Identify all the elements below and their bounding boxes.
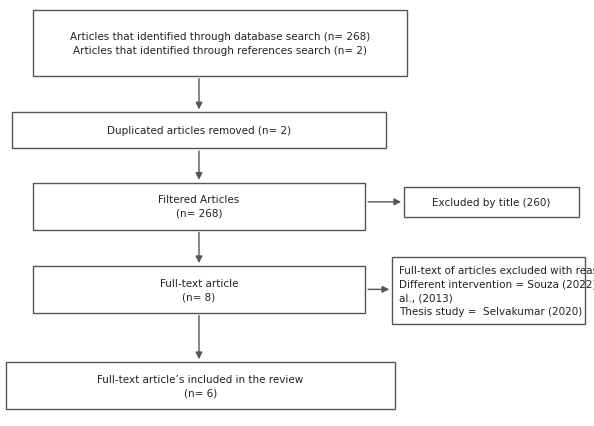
Text: (n= 8): (n= 8) — [182, 291, 216, 302]
Text: Different intervention = Souza (2022), Aluka et: Different intervention = Souza (2022), A… — [399, 279, 594, 289]
FancyBboxPatch shape — [33, 266, 365, 313]
FancyBboxPatch shape — [392, 258, 585, 324]
FancyBboxPatch shape — [404, 187, 579, 217]
Text: (n= 268): (n= 268) — [176, 208, 222, 219]
FancyBboxPatch shape — [6, 362, 395, 409]
FancyBboxPatch shape — [33, 183, 365, 230]
Text: Full-text of articles excluded with reasons (n= 3): Full-text of articles excluded with reas… — [399, 265, 594, 275]
Text: Full-text article’s included in the review: Full-text article’s included in the revi… — [97, 374, 304, 384]
Text: Filtered Articles: Filtered Articles — [159, 195, 239, 205]
FancyBboxPatch shape — [33, 11, 407, 77]
Text: al., (2013): al., (2013) — [399, 293, 453, 302]
Text: Articles that identified through database search (n= 268): Articles that identified through databas… — [69, 32, 370, 42]
Text: Full-text article: Full-text article — [160, 278, 238, 288]
FancyBboxPatch shape — [12, 113, 386, 149]
Text: Duplicated articles removed (n= 2): Duplicated articles removed (n= 2) — [107, 126, 291, 136]
Text: (n= 6): (n= 6) — [184, 387, 217, 397]
Text: Excluded by title (260): Excluded by title (260) — [432, 197, 551, 207]
Text: Thesis study =  Selvakumar (2020): Thesis study = Selvakumar (2020) — [399, 306, 583, 316]
Text: Articles that identified through references search (n= 2): Articles that identified through referen… — [73, 46, 366, 55]
